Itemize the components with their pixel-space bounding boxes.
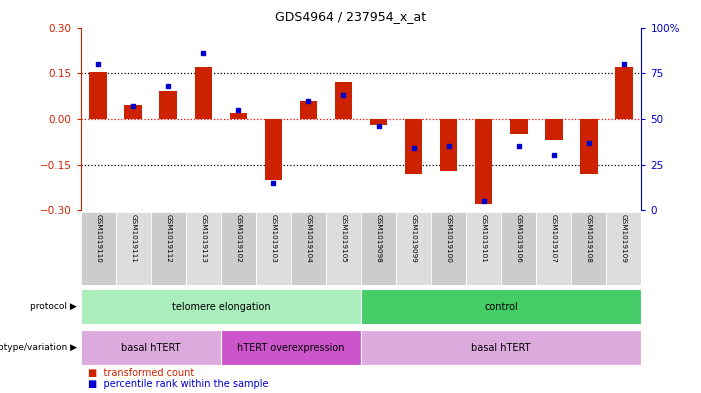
Text: GDS4964 / 237954_x_at: GDS4964 / 237954_x_at — [275, 10, 426, 23]
Text: GSM1019106: GSM1019106 — [516, 215, 522, 263]
Bar — [81, 330, 221, 365]
Bar — [90, 72, 107, 119]
Text: GSM1019103: GSM1019103 — [271, 215, 276, 263]
Bar — [81, 289, 361, 324]
Bar — [335, 82, 353, 119]
Text: GSM1019102: GSM1019102 — [236, 215, 241, 263]
Text: GSM1019113: GSM1019113 — [200, 215, 206, 263]
Bar — [300, 101, 317, 119]
Bar — [361, 212, 396, 285]
Bar — [326, 212, 361, 285]
Bar — [396, 212, 431, 285]
Bar — [370, 119, 387, 125]
Text: ■  transformed count: ■ transformed count — [88, 368, 194, 378]
Bar — [265, 119, 283, 180]
Bar — [606, 212, 641, 285]
Text: GSM1019108: GSM1019108 — [586, 215, 592, 263]
Text: GSM1019110: GSM1019110 — [95, 215, 101, 263]
Bar — [186, 212, 221, 285]
Bar — [291, 212, 326, 285]
Bar — [571, 212, 606, 285]
Text: GSM1019104: GSM1019104 — [306, 215, 311, 263]
Bar — [466, 212, 501, 285]
Text: GSM1019109: GSM1019109 — [621, 215, 627, 263]
Bar — [81, 212, 116, 285]
Bar — [510, 119, 528, 134]
Text: hTERT overexpression: hTERT overexpression — [237, 343, 345, 353]
Bar — [221, 212, 256, 285]
Text: GSM1019101: GSM1019101 — [481, 215, 486, 263]
Text: telomere elongation: telomere elongation — [172, 301, 270, 312]
Bar — [580, 119, 598, 174]
Bar — [475, 119, 492, 204]
Text: GSM1019098: GSM1019098 — [376, 215, 381, 263]
Text: ■  percentile rank within the sample: ■ percentile rank within the sample — [88, 379, 268, 389]
Text: GSM1019099: GSM1019099 — [411, 215, 416, 263]
Bar — [195, 67, 212, 119]
Text: protocol ▶: protocol ▶ — [30, 302, 77, 311]
Text: GSM1019105: GSM1019105 — [341, 215, 346, 263]
Bar — [116, 212, 151, 285]
Text: control: control — [484, 301, 518, 312]
Bar — [125, 105, 142, 119]
Bar — [221, 330, 361, 365]
Bar — [230, 113, 247, 119]
Text: GSM1019100: GSM1019100 — [446, 215, 451, 263]
Bar — [431, 212, 466, 285]
Bar — [256, 212, 291, 285]
Text: GSM1019112: GSM1019112 — [165, 215, 171, 263]
Bar — [545, 119, 562, 140]
Text: GSM1019111: GSM1019111 — [130, 215, 136, 263]
Bar — [405, 119, 423, 174]
Bar — [440, 119, 458, 171]
Bar — [536, 212, 571, 285]
Bar — [151, 212, 186, 285]
Text: genotype/variation ▶: genotype/variation ▶ — [0, 343, 77, 352]
Bar — [361, 330, 641, 365]
Bar — [160, 92, 177, 119]
Bar — [501, 212, 536, 285]
Bar — [615, 67, 633, 119]
Text: basal hTERT: basal hTERT — [121, 343, 180, 353]
Text: GSM1019107: GSM1019107 — [551, 215, 557, 263]
Text: basal hTERT: basal hTERT — [472, 343, 531, 353]
Bar — [361, 289, 641, 324]
